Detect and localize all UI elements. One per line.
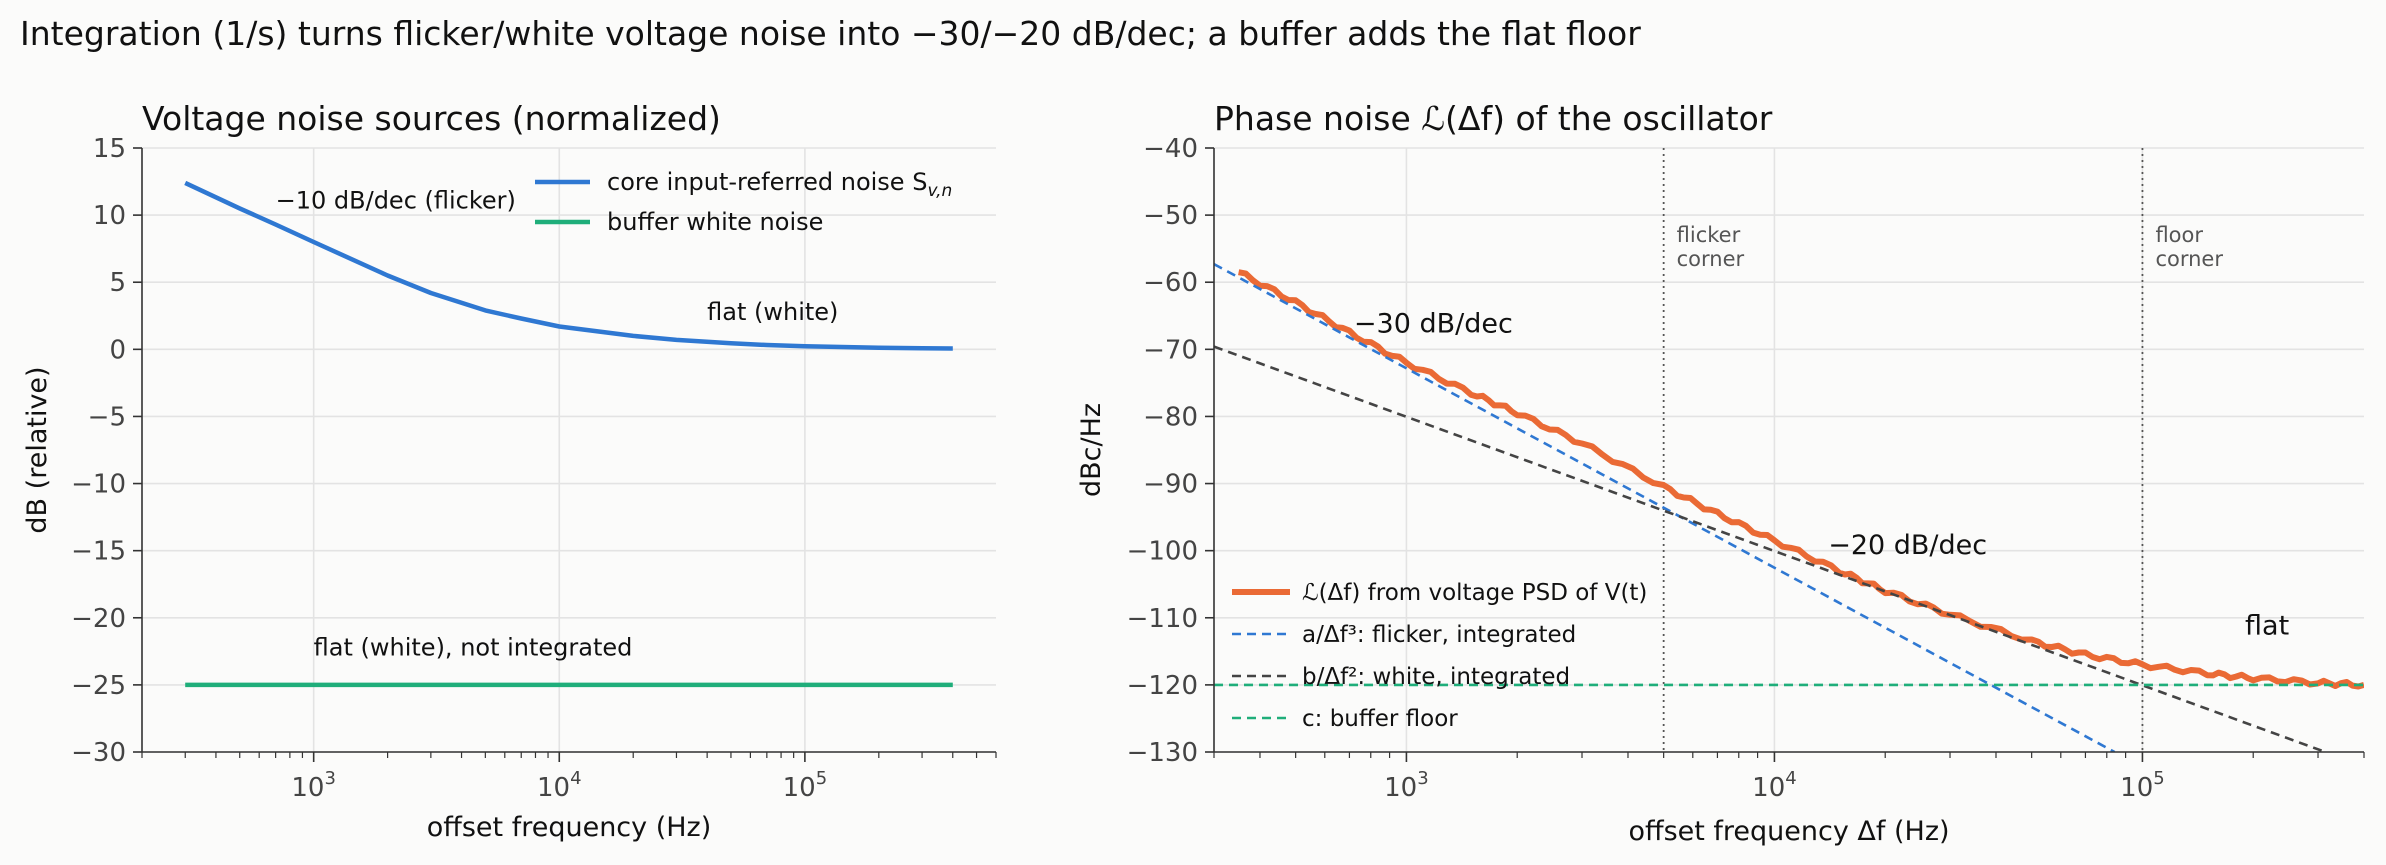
series-line-1 xyxy=(1214,262,2116,752)
series-line-0 xyxy=(1238,269,2364,690)
plot-area xyxy=(184,180,953,688)
annotation: −10 dB/dec (flicker) xyxy=(276,186,516,214)
corner-label: flicker xyxy=(1677,223,1741,247)
y-tick-label: −100 xyxy=(1127,537,1198,567)
y-tick-label: 0 xyxy=(109,335,126,365)
y-tick-label: −40 xyxy=(1143,134,1198,164)
y-tick-label: 15 xyxy=(93,134,126,164)
x-tick-label: 104 xyxy=(537,768,582,803)
y-tick-label: −110 xyxy=(1127,604,1198,634)
legend: ℒ(Δf) from voltage PSD of V(t) a/Δf³: fli… xyxy=(1232,580,1647,732)
y-tick-label: −130 xyxy=(1127,738,1198,768)
series-line-0 xyxy=(184,180,953,351)
corner-label: floor xyxy=(2155,223,2203,247)
y-tick-label: −20 xyxy=(71,604,126,634)
legend-label: b/Δf²: white, integrated xyxy=(1302,664,1570,690)
corner-label: corner xyxy=(2155,247,2223,271)
x-tick-label: 103 xyxy=(291,768,336,803)
legend-label: ℒ(Δf) from voltage PSD of V(t) xyxy=(1302,580,1647,606)
y-tick-label: −5 xyxy=(88,402,126,432)
y-tick-label: 5 xyxy=(109,268,126,298)
x-tick-label: 105 xyxy=(2120,768,2165,803)
legend-label: c: buffer floor xyxy=(1302,706,1458,732)
legend-label: buffer white noise xyxy=(607,208,823,236)
y-tick-label: −30 xyxy=(71,738,126,768)
chart-title: Phase noise ℒ(Δf) of the oscillator xyxy=(1214,99,1773,138)
y-axis-label: dB (relative) xyxy=(22,366,53,533)
grid xyxy=(142,147,996,753)
series-line-2 xyxy=(1214,345,2330,752)
y-tick-label: −15 xyxy=(71,537,126,567)
legend-label: a/Δf³: flicker, integrated xyxy=(1302,622,1576,648)
x-tick-label: 105 xyxy=(783,768,828,803)
y-tick-label: −60 xyxy=(1143,268,1198,298)
y-tick-label: −80 xyxy=(1143,402,1198,432)
plot-area xyxy=(1214,148,2364,752)
legend: core input-referred noise Sv,n buffer whi… xyxy=(535,168,952,236)
annotation: −30 dB/dec xyxy=(1354,309,1513,340)
y-tick-label: −90 xyxy=(1143,470,1198,500)
annotation: flat (white) xyxy=(707,298,838,326)
figure-suptitle: Integration (1/s) turns flicker/white vo… xyxy=(20,14,1641,53)
y-tick-label: −50 xyxy=(1143,201,1198,231)
chart-title: Voltage noise sources (normalized) xyxy=(142,99,721,138)
y-tick-label: −10 xyxy=(71,470,126,500)
axes: −40 −50 −60 −70 −80 −90 −100 −110 −120 −130 103 104… xyxy=(1127,134,2365,803)
corner-label: corner xyxy=(1677,247,1745,271)
chart-phase-noise: −40 −50 −60 −70 −80 −90 −100 −110 −120 −130 103 104… xyxy=(1076,99,2365,847)
x-axis-label: offset frequency (Hz) xyxy=(427,812,712,843)
y-tick-label: −25 xyxy=(71,671,126,701)
annotation: flat xyxy=(2245,611,2289,642)
annotation: flat (white), not integrated xyxy=(314,633,633,661)
y-tick-label: −120 xyxy=(1127,671,1198,701)
x-axis-label: offset frequency Δf (Hz) xyxy=(1628,816,1949,847)
y-tick-label: 10 xyxy=(93,201,126,231)
legend-label: core input-referred noise Sv,n xyxy=(607,168,952,201)
y-tick-label: −70 xyxy=(1143,335,1198,365)
x-tick-label: 103 xyxy=(1384,768,1429,803)
x-tick-label: 104 xyxy=(1752,768,1797,803)
annotation: −20 dB/dec xyxy=(1828,530,1987,561)
y-axis-label: dBc/Hz xyxy=(1076,403,1107,497)
annotations: −10 dB/dec (flicker) flat (white) flat (wh… xyxy=(276,186,839,661)
